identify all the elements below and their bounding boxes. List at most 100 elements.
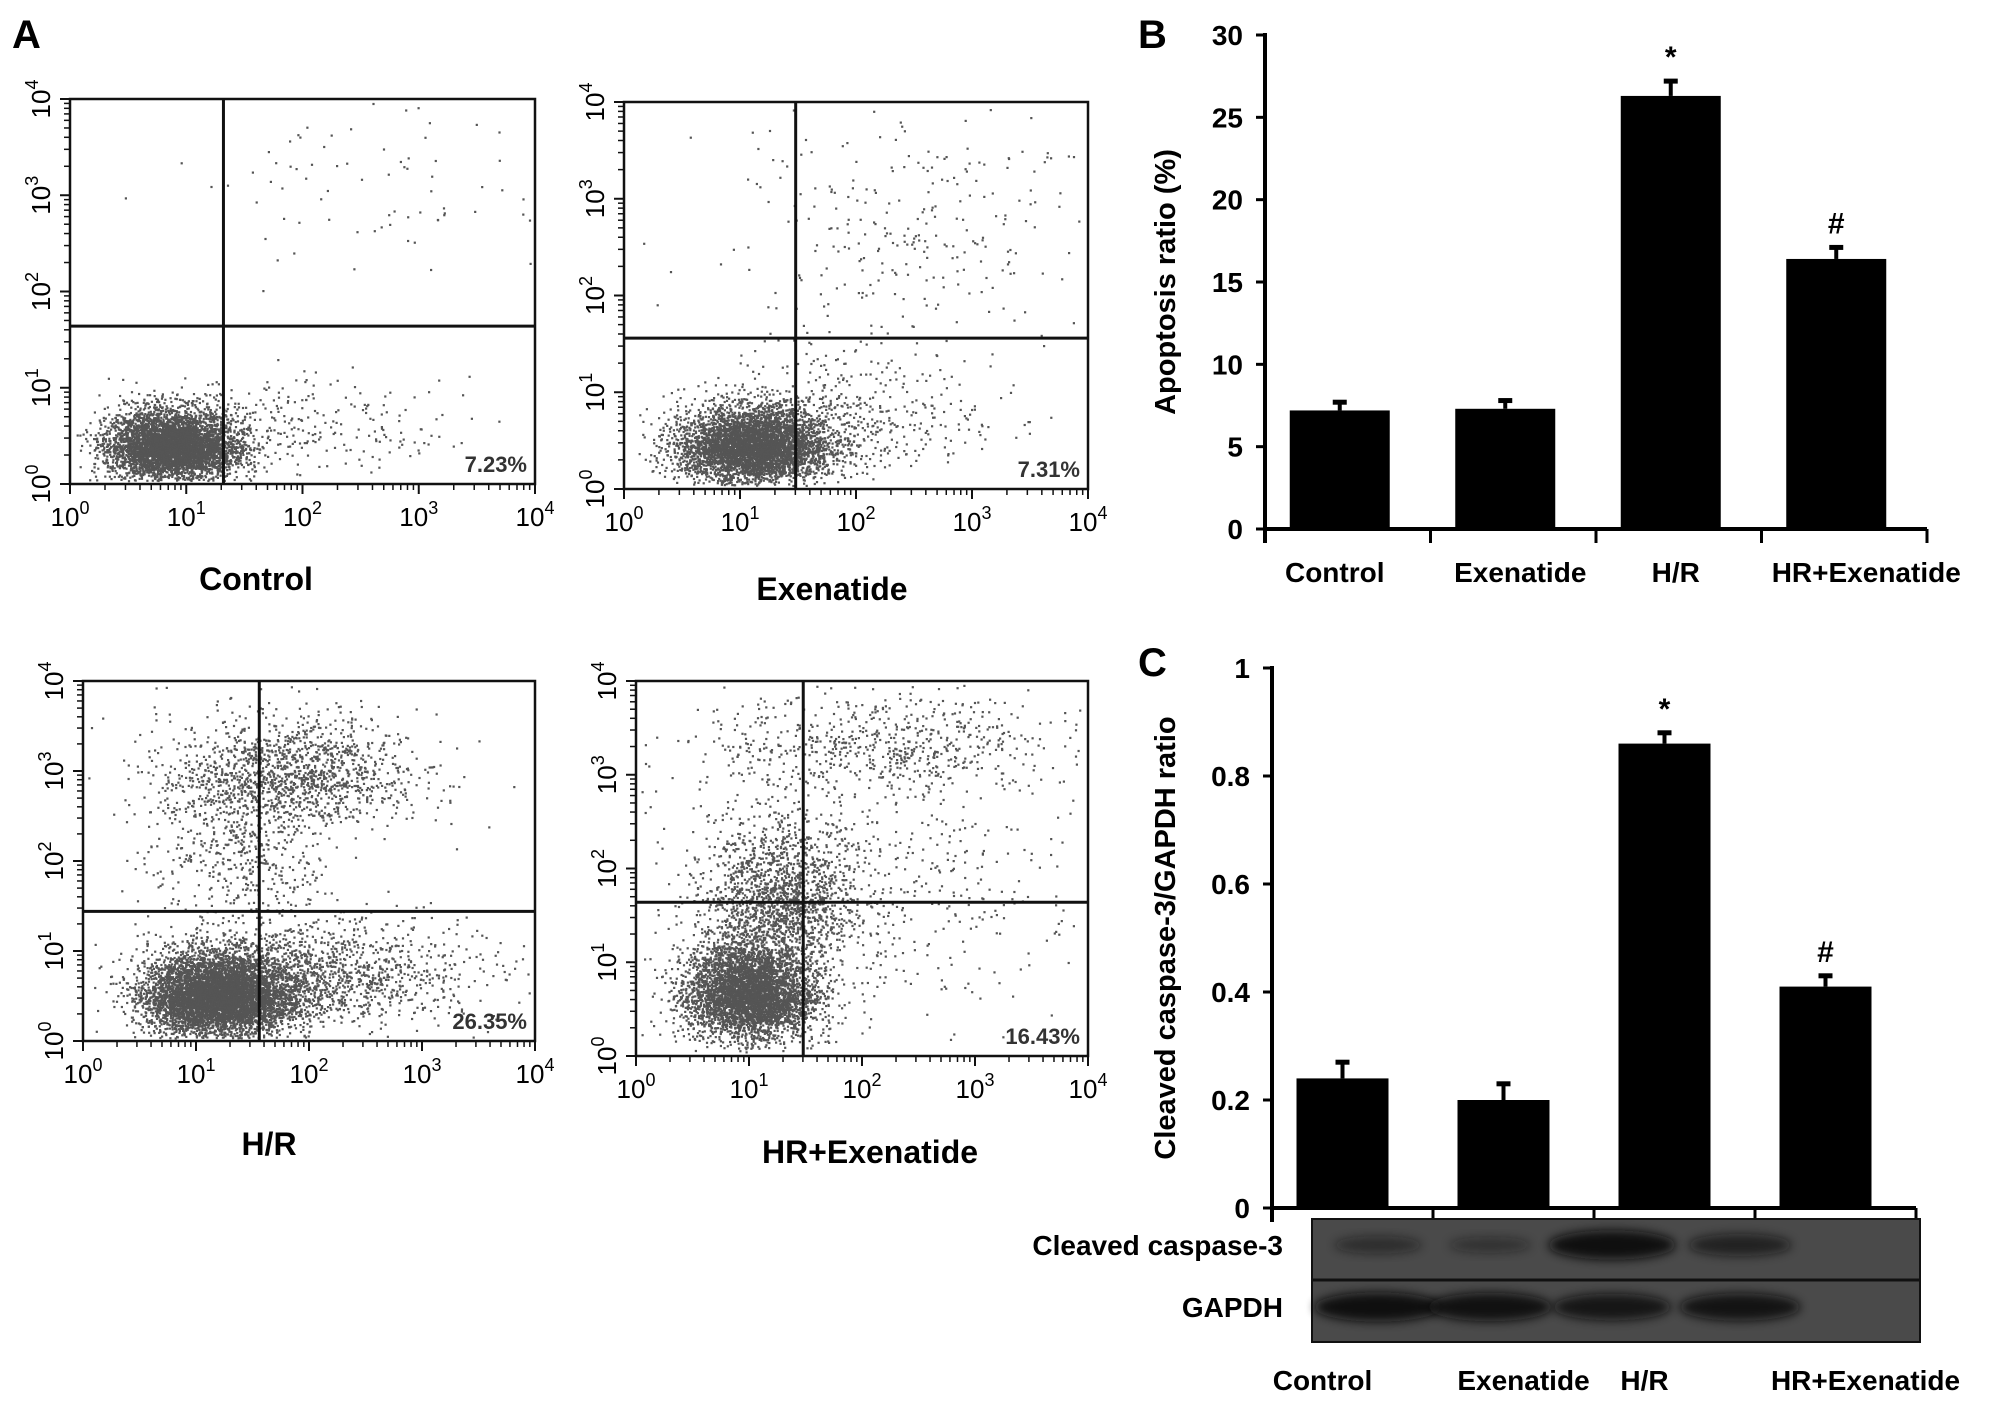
scatter-point	[237, 462, 240, 465]
scatter-point	[214, 398, 217, 401]
scatter-point	[200, 476, 203, 479]
scatter-point	[130, 433, 134, 436]
scatter-point	[241, 451, 244, 454]
scatter-point	[183, 405, 187, 408]
scatter-point	[216, 424, 219, 427]
scatter-point	[134, 426, 137, 429]
scatter-point	[202, 411, 205, 414]
scatter-point	[169, 463, 172, 466]
scatter-point	[118, 455, 122, 458]
scatter-point	[270, 462, 273, 465]
scatter-point	[132, 466, 135, 469]
scatter-point	[179, 467, 182, 470]
scatter-point	[177, 476, 180, 479]
scatter-point	[126, 460, 130, 463]
scatter-point	[183, 444, 186, 447]
scatter-point	[217, 452, 220, 455]
scatter-point	[138, 458, 141, 461]
scatter-point	[120, 450, 124, 453]
scatter-point	[231, 445, 234, 448]
scatter-point	[150, 451, 153, 454]
scatter-point	[236, 420, 240, 423]
scatter-point	[143, 398, 146, 401]
scatter-point	[176, 431, 179, 434]
scatter-point	[135, 453, 139, 456]
scatter-point	[119, 433, 122, 436]
scatter-point	[218, 440, 221, 443]
scatter-point	[171, 416, 174, 419]
scatter-point	[168, 457, 171, 460]
scatter-point	[236, 433, 239, 437]
scatter-point	[111, 468, 114, 471]
scatter-point	[171, 424, 174, 427]
scatter-point	[101, 444, 105, 447]
scatter-point	[193, 425, 196, 428]
scatter-point	[174, 430, 177, 433]
scatter-point	[121, 423, 124, 426]
scatter-point	[147, 422, 151, 425]
scatter-point	[99, 443, 102, 446]
scatter-point	[198, 431, 201, 434]
scatter-point	[413, 396, 416, 399]
scatter-point	[104, 425, 107, 428]
scatter-point	[178, 411, 181, 414]
scatter-point	[205, 417, 208, 420]
scatter-point	[135, 432, 139, 435]
scatter-point	[311, 433, 314, 437]
scatter-point	[96, 440, 99, 443]
scatter-point	[136, 401, 139, 404]
scatter-point	[204, 474, 207, 478]
scatter-point	[174, 413, 177, 416]
scatter-point	[170, 470, 173, 473]
scatter-point	[131, 451, 134, 454]
scatter-point	[188, 429, 191, 432]
scatter-point	[180, 443, 184, 446]
scatter-point	[214, 423, 217, 427]
scatter-point	[202, 478, 205, 481]
scatter-point	[212, 456, 215, 459]
scatter-point	[166, 438, 169, 441]
scatter-point	[144, 459, 147, 462]
scatter-point	[209, 458, 212, 461]
scatter-point	[202, 456, 205, 459]
scatter-point	[184, 414, 187, 417]
scatter-point	[234, 440, 237, 443]
scatter-point	[136, 438, 139, 441]
scatter-point	[228, 472, 232, 475]
scatter-point	[135, 461, 138, 464]
scatter-point	[185, 415, 189, 418]
scatter-point	[121, 466, 124, 469]
scatter-point	[148, 414, 152, 417]
scatter-point	[226, 451, 230, 455]
scatter-point	[116, 420, 119, 424]
scatter-point	[155, 397, 158, 400]
scatter-point	[122, 422, 126, 425]
scatter-point	[234, 420, 237, 424]
scatter-point	[245, 457, 248, 460]
scatter-point	[218, 456, 221, 459]
scatter-point	[154, 425, 157, 428]
scatter-point	[165, 405, 168, 408]
scatter-point	[202, 459, 205, 462]
scatter-point	[119, 474, 122, 477]
scatter-point	[248, 478, 251, 481]
scatter-point	[169, 427, 172, 431]
scatter-point	[166, 462, 169, 465]
scatter-point	[132, 418, 135, 421]
scatter-point	[171, 391, 174, 394]
scatter-point	[237, 406, 241, 409]
scatter-point	[207, 479, 210, 483]
scatter-point	[187, 400, 190, 403]
scatter-point	[254, 411, 257, 414]
scatter-point	[172, 445, 175, 448]
scatter-point	[241, 450, 244, 453]
scatter-point	[103, 442, 106, 445]
scatter-point	[192, 393, 196, 396]
scatter-point	[142, 443, 145, 446]
scatter-point	[198, 429, 201, 432]
scatter-point	[216, 419, 219, 422]
scatter-point	[185, 465, 188, 469]
scatter-point	[261, 445, 264, 449]
scatter-point	[140, 474, 143, 477]
scatter-point	[177, 472, 180, 475]
